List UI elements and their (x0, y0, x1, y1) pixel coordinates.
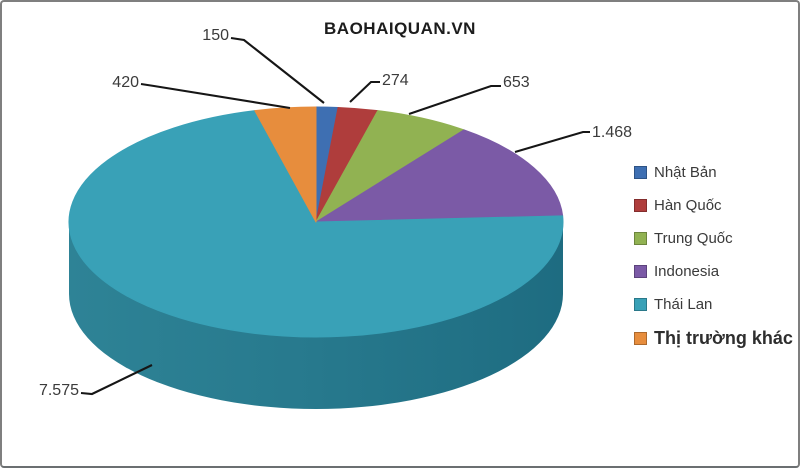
legend-swatch-teal (634, 297, 647, 311)
leader-line-Thị trường khác (140, 82, 291, 110)
legend-item-thi-truong-khac: Thị trường khác (634, 327, 793, 350)
legend-swatch-purple (634, 264, 647, 278)
legend-label: Thị trường khác (654, 328, 793, 348)
data-label-Trung Quốc: 653 (503, 74, 530, 91)
pie-slice-Indonesia (315, 129, 564, 223)
leader-line-Thái Lan (80, 364, 153, 396)
leader-line-Nhật Bản (230, 36, 325, 104)
data-label-Thái Lan: 7.575 (39, 382, 79, 399)
chart-title: BAOHAIQUAN.VN (324, 19, 476, 38)
leader-line-Hàn Quốc (349, 80, 380, 103)
pie-side-Thái Lan (69, 222, 563, 409)
data-label-Nhật Bản: 150 (202, 27, 229, 44)
legend-label: Nhật Bản (654, 163, 717, 181)
pie-slice-Thái Lan (68, 110, 564, 338)
data-label-Indonesia: 1.468 (592, 124, 632, 141)
legend-label: Thái Lan (654, 295, 713, 313)
legend-label: Indonesia (654, 262, 720, 280)
leader-line-Indonesia (514, 130, 590, 154)
data-label-Hàn Quốc: 274 (382, 72, 409, 89)
data-label-Thị trường khác: 420 (112, 74, 139, 91)
legend-item-nhat-ban: Nhật Bản (634, 162, 793, 182)
legend-item-han-quoc: Hàn Quốc (634, 195, 793, 215)
legend-label: Trung Quốc (654, 229, 733, 247)
legend-swatch-green (634, 231, 647, 245)
legend-label: Hàn Quốc (654, 196, 722, 214)
legend-item-trung-quoc: Trung Quốc (634, 228, 793, 248)
legend-swatch-orange (634, 332, 647, 345)
legend-item-thai-lan: Thái Lan (634, 294, 793, 314)
leader-line-Trung Quốc (408, 84, 501, 115)
legend-item-indonesia: Indonesia (634, 261, 793, 281)
legend-swatch-blue (634, 165, 647, 179)
legend-swatch-red (634, 198, 647, 212)
legend: Nhật Bản Hàn Quốc Trung Quốc Indonesia T… (634, 162, 793, 350)
